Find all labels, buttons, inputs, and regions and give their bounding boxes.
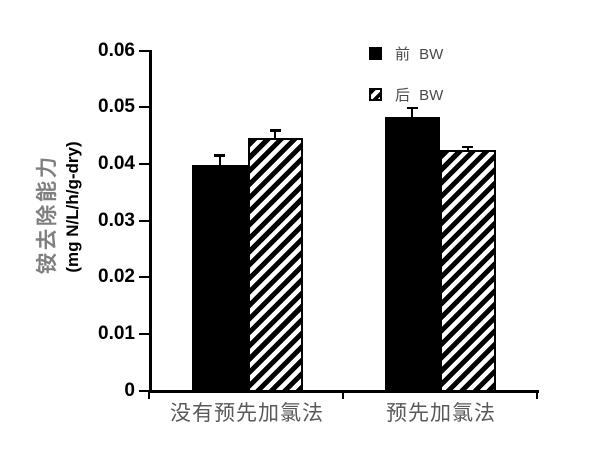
category-label-no-prechlorination: 没有预先加氯法 — [170, 402, 324, 425]
error-bar-cap — [406, 106, 418, 110]
y-tick — [139, 219, 150, 222]
error-bar-cap — [269, 129, 281, 132]
y-axis-label: 铵去除能力 — [36, 154, 59, 274]
legend-item-after-bw: 后 BW — [369, 87, 444, 104]
y-tick-label: 0.02 — [98, 266, 135, 288]
bar-before-bw-cat1 — [384, 117, 440, 392]
bar-before-bw-cat0 — [192, 164, 248, 392]
bar-after-bw-cat1 — [440, 149, 496, 392]
error-bar-whisker — [274, 130, 277, 139]
y-tick — [139, 389, 150, 392]
legend-label-after-bw: 后 BW — [395, 87, 444, 104]
y-tick — [139, 106, 150, 109]
y-tick-label: 0 — [124, 379, 135, 401]
x-tick — [148, 392, 150, 399]
solid-square-icon — [369, 47, 382, 60]
bar-after-bw-cat0 — [247, 138, 303, 392]
y-axis-line — [149, 50, 152, 392]
x-tick — [536, 392, 538, 399]
y-tick — [139, 276, 150, 279]
y-tick — [139, 332, 150, 335]
legend-label-before-bw: 前 BW — [395, 46, 444, 63]
y-tick — [139, 49, 150, 52]
x-tick — [342, 392, 344, 399]
error-bar-whisker — [411, 107, 414, 118]
category-label-prechlorination: 预先加氯法 — [386, 402, 496, 425]
legend-item-before-bw: 前 BW — [369, 46, 444, 63]
y-axis-unit-label: (mg N/L/h/g-dry) — [63, 141, 82, 273]
x-axis-line — [149, 390, 539, 393]
y-tick-label: 0.05 — [98, 96, 135, 118]
error-bar-cap — [214, 154, 226, 157]
error-bar-cap — [462, 145, 474, 149]
y-tick-label: 0.04 — [98, 152, 135, 174]
y-tick — [139, 162, 150, 165]
hatched-square-icon — [369, 88, 382, 101]
y-tick-label: 0.03 — [98, 209, 135, 231]
y-tick-label: 0.06 — [98, 39, 135, 61]
legend: 前 BW 后 BW — [369, 46, 443, 128]
error-bar-whisker — [218, 155, 221, 165]
y-tick-label: 0.01 — [98, 322, 135, 344]
